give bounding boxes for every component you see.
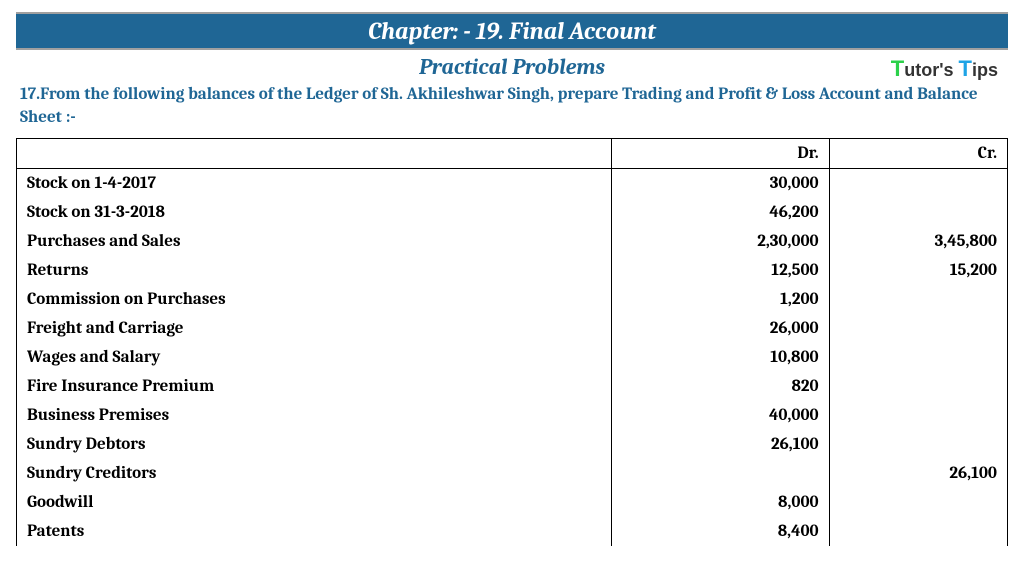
cell-description: Purchases and Sales bbox=[17, 227, 612, 256]
cell-debit bbox=[611, 459, 829, 488]
logo-part-w1: utor's bbox=[904, 60, 958, 80]
table-row: Stock on 1-4-201730,000 bbox=[17, 168, 1008, 198]
logo-part-t1: T bbox=[891, 56, 904, 81]
col-header-dr: Dr. bbox=[611, 138, 829, 168]
table-row: Goodwill8,000 bbox=[17, 488, 1008, 517]
cell-credit: 26,100 bbox=[829, 459, 1007, 488]
problem-statement: 17.From the following balances of the Le… bbox=[20, 84, 1004, 130]
cell-credit: 3,45,800 bbox=[829, 227, 1007, 256]
cell-description: Patents bbox=[17, 517, 612, 546]
table-row: Fire Insurance Premium820 bbox=[17, 372, 1008, 401]
cell-description: Goodwill bbox=[17, 488, 612, 517]
chapter-title-bar: Chapter: - 19. Final Account bbox=[16, 12, 1008, 50]
cell-credit bbox=[829, 517, 1007, 546]
cell-debit: 30,000 bbox=[611, 168, 829, 198]
cell-description: Sundry Creditors bbox=[17, 459, 612, 488]
cell-debit: 26,100 bbox=[611, 430, 829, 459]
cell-credit bbox=[829, 401, 1007, 430]
table-row: Purchases and Sales2,30,0003,45,800 bbox=[17, 227, 1008, 256]
cell-debit: 820 bbox=[611, 372, 829, 401]
cell-debit: 26,000 bbox=[611, 314, 829, 343]
cell-credit bbox=[829, 168, 1007, 198]
table-row: Sundry Debtors26,100 bbox=[17, 430, 1008, 459]
logo-part-t2: T bbox=[959, 56, 972, 81]
cell-credit bbox=[829, 488, 1007, 517]
cell-debit: 40,000 bbox=[611, 401, 829, 430]
table-row: Returns12,50015,200 bbox=[17, 256, 1008, 285]
cell-debit: 2,30,000 bbox=[611, 227, 829, 256]
cell-credit bbox=[829, 372, 1007, 401]
logo-part-w2: ips bbox=[972, 60, 998, 80]
chapter-title: Chapter: - 19. Final Account bbox=[368, 17, 656, 45]
cell-debit: 8,000 bbox=[611, 488, 829, 517]
table-row: Patents8,400 bbox=[17, 517, 1008, 546]
table-row: Wages and Salary10,800 bbox=[17, 343, 1008, 372]
cell-credit bbox=[829, 314, 1007, 343]
cell-description: Stock on 1-4-2017 bbox=[17, 168, 612, 198]
cell-debit: 10,800 bbox=[611, 343, 829, 372]
cell-description: Wages and Salary bbox=[17, 343, 612, 372]
ledger-table: Dr. Cr. Stock on 1-4-201730,000Stock on … bbox=[16, 138, 1008, 546]
table-row: Sundry Creditors 26,100 bbox=[17, 459, 1008, 488]
cell-description: Business Premises bbox=[17, 401, 612, 430]
cell-description: Returns bbox=[17, 256, 612, 285]
cell-credit bbox=[829, 198, 1007, 227]
col-header-desc bbox=[17, 138, 612, 168]
cell-debit: 46,200 bbox=[611, 198, 829, 227]
cell-credit bbox=[829, 343, 1007, 372]
cell-debit: 12,500 bbox=[611, 256, 829, 285]
cell-description: Fire Insurance Premium bbox=[17, 372, 612, 401]
logo: Tutor's Tips bbox=[891, 56, 998, 82]
cell-debit: 8,400 bbox=[611, 517, 829, 546]
cell-description: Commission on Purchases bbox=[17, 285, 612, 314]
table-row: Freight and Carriage26,000 bbox=[17, 314, 1008, 343]
col-header-cr: Cr. bbox=[829, 138, 1007, 168]
table-row: Business Premises40,000 bbox=[17, 401, 1008, 430]
cell-description: Stock on 31-3-2018 bbox=[17, 198, 612, 227]
cell-credit bbox=[829, 285, 1007, 314]
cell-debit: 1,200 bbox=[611, 285, 829, 314]
subtitle: Practical Problems bbox=[16, 54, 1008, 80]
table-row: Commission on Purchases1,200 bbox=[17, 285, 1008, 314]
table-header-row: Dr. Cr. bbox=[17, 138, 1008, 168]
subtitle-row: Practical Problems Tutor's Tips bbox=[16, 50, 1008, 82]
cell-credit: 15,200 bbox=[829, 256, 1007, 285]
cell-credit bbox=[829, 430, 1007, 459]
cell-description: Freight and Carriage bbox=[17, 314, 612, 343]
table-row: Stock on 31-3-201846,200 bbox=[17, 198, 1008, 227]
cell-description: Sundry Debtors bbox=[17, 430, 612, 459]
